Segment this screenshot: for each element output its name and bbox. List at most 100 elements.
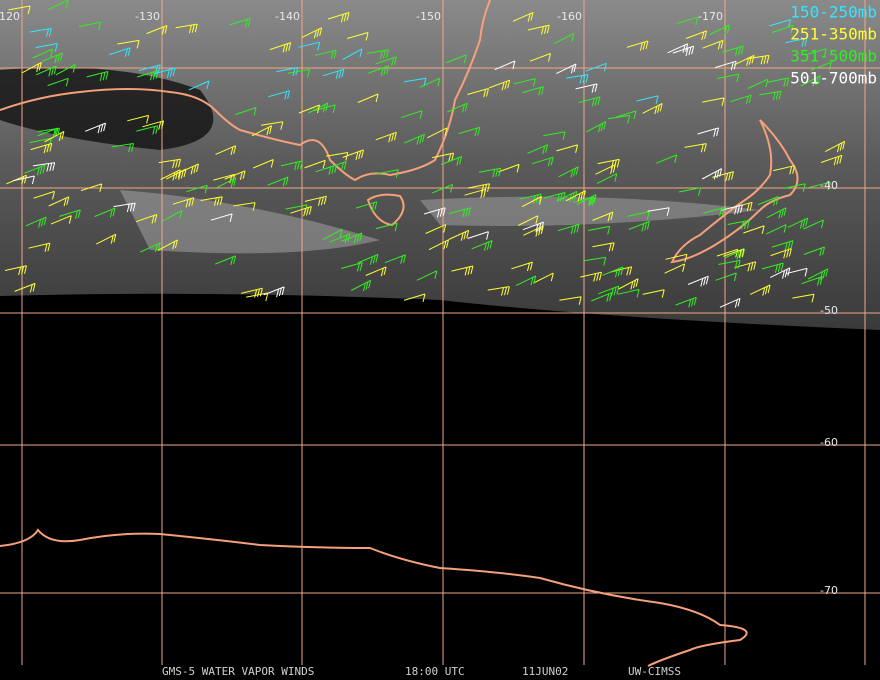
wind-barb xyxy=(357,93,379,103)
wind-barb xyxy=(766,207,787,219)
wind-barb xyxy=(792,293,815,303)
wind-barb xyxy=(375,131,397,143)
wind-barb xyxy=(529,53,551,62)
wind-barb xyxy=(210,213,233,223)
wind-barb xyxy=(113,202,136,213)
wind-barb xyxy=(158,158,181,169)
wind-barb xyxy=(427,127,448,139)
wind-barb xyxy=(178,163,199,175)
wind-barb xyxy=(14,282,36,293)
wind-barb xyxy=(142,120,165,130)
wind-barb xyxy=(617,288,640,298)
wind-barb xyxy=(48,196,70,207)
wind-barb xyxy=(269,42,292,53)
wind-barb xyxy=(111,143,134,153)
wind-barb xyxy=(446,102,468,113)
wind-barb xyxy=(240,287,263,298)
australia-coast xyxy=(0,0,491,182)
wind-barb xyxy=(676,16,699,26)
wind-barb xyxy=(565,190,586,202)
wind-barb xyxy=(35,43,58,52)
wind-barb xyxy=(117,39,140,49)
wind-barb xyxy=(30,142,53,154)
wind-barb xyxy=(578,96,601,107)
wind-barb xyxy=(471,240,493,251)
latitude-label: -60 xyxy=(820,436,838,449)
wind-barb xyxy=(769,267,791,279)
wind-barb xyxy=(425,224,447,234)
wind-barb xyxy=(423,207,446,218)
wind-barb xyxy=(723,248,745,258)
wind-barb xyxy=(467,88,489,98)
wind-barb xyxy=(41,52,63,64)
wind-barb xyxy=(355,201,378,211)
wind-barb xyxy=(449,207,472,218)
wind-barb xyxy=(557,223,580,235)
wind-barb xyxy=(697,127,720,137)
wind-barb xyxy=(770,248,792,259)
wind-barb xyxy=(487,286,510,296)
wind-barb xyxy=(586,121,607,133)
wind-barb xyxy=(734,261,757,272)
wind-barbs xyxy=(4,0,846,308)
wind-barb xyxy=(322,68,345,80)
wind-barb xyxy=(467,231,489,240)
wind-barb xyxy=(747,54,770,65)
wind-barb xyxy=(326,152,349,161)
wind-barb xyxy=(94,207,116,218)
wind-barb xyxy=(384,254,406,264)
wind-barb xyxy=(140,242,161,253)
wind-barb xyxy=(78,21,102,31)
wind-barb xyxy=(357,253,379,265)
legend-entry: 150-250mb xyxy=(790,3,877,22)
wind-barb xyxy=(494,60,516,71)
longitude-label: -130 xyxy=(135,10,160,23)
wind-barb xyxy=(607,114,631,124)
wind-barb xyxy=(229,18,251,28)
wind-barb xyxy=(718,259,741,270)
wind-barb xyxy=(48,0,69,11)
cloud-band xyxy=(420,196,760,226)
wind-barb xyxy=(701,168,723,180)
wind-barb xyxy=(703,207,725,217)
wind-barb xyxy=(341,232,363,244)
wind-barb xyxy=(28,242,51,252)
wind-barb xyxy=(251,125,273,137)
wind-barb xyxy=(440,156,463,166)
wind-barb xyxy=(44,131,65,143)
wind-barb xyxy=(136,125,159,135)
wind-barb xyxy=(769,19,791,28)
wind-barb xyxy=(267,176,289,187)
wind-barb xyxy=(59,209,81,219)
wind-barb xyxy=(656,154,678,164)
wind-barb xyxy=(628,220,650,232)
wind-barb xyxy=(404,133,425,145)
wind-barb xyxy=(627,211,650,220)
map-labels: -120 -130 -140 -150 -160 -170 -40 -50 -60 -70 150-… xyxy=(0,3,877,679)
wind-barb xyxy=(800,75,821,87)
wind-barb xyxy=(771,240,794,251)
wind-barb xyxy=(721,204,743,215)
wind-barb xyxy=(157,239,178,251)
wind-barb xyxy=(527,144,549,155)
wind-barb xyxy=(803,219,824,230)
wind-barb xyxy=(432,184,454,194)
longitude-label: -160 xyxy=(557,10,582,23)
wind-barb xyxy=(733,54,755,67)
wind-barb xyxy=(543,192,566,203)
wind-barb xyxy=(773,165,796,175)
wind-barb xyxy=(785,267,808,277)
wind-barb xyxy=(47,77,69,87)
wind-barb xyxy=(523,225,544,237)
wind-barb xyxy=(614,110,637,120)
latitude-label: -50 xyxy=(820,304,838,317)
wind-barb xyxy=(810,61,832,71)
wind-barb xyxy=(533,272,554,284)
wind-barb xyxy=(252,159,274,169)
legend-entry: 501-700mb xyxy=(790,69,877,88)
wind-barb xyxy=(642,102,663,115)
wind-barb xyxy=(727,219,750,230)
wind-barb xyxy=(301,27,323,39)
wind-barb xyxy=(29,28,52,38)
wind-barb xyxy=(783,183,806,192)
